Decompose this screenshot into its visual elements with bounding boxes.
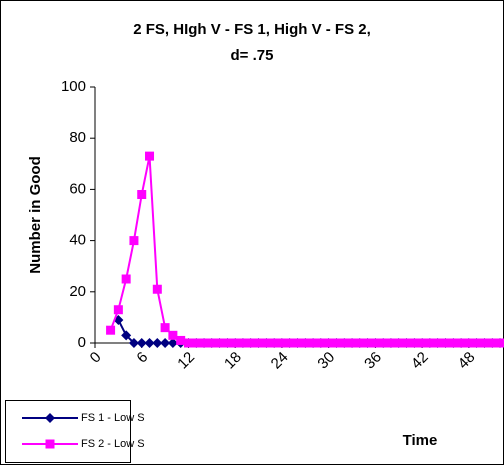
y-tick-label: 100	[61, 78, 86, 95]
data-point	[386, 338, 396, 348]
data-point	[456, 338, 466, 348]
y-tick-label: 80	[69, 129, 86, 146]
data-point	[495, 338, 504, 348]
x-axis-label: Time	[403, 432, 438, 449]
data-point	[261, 338, 271, 348]
data-point	[409, 338, 419, 348]
y-tick-label: 20	[69, 283, 86, 300]
data-point	[168, 330, 178, 340]
data-point	[254, 338, 264, 348]
data-point	[448, 338, 458, 348]
legend-marker	[45, 439, 55, 449]
data-point	[152, 338, 163, 348]
data-point	[160, 338, 171, 348]
data-point	[129, 236, 139, 246]
data-point	[121, 274, 131, 284]
data-point	[285, 338, 295, 348]
data-point	[425, 338, 435, 348]
data-point	[355, 338, 365, 348]
y-tick-label: 60	[69, 180, 86, 197]
data-point	[269, 338, 279, 348]
data-point	[191, 338, 201, 348]
data-point	[137, 190, 147, 200]
legend-label: FS 2 - Low S	[81, 438, 145, 450]
data-point	[378, 338, 388, 348]
data-point	[136, 338, 147, 348]
data-point	[339, 338, 349, 348]
data-point	[394, 338, 404, 348]
chart-title: d= .75	[231, 47, 274, 64]
data-point	[464, 338, 474, 348]
data-point	[370, 338, 380, 348]
data-point	[246, 338, 256, 348]
y-axis-label: Number in Good	[27, 156, 44, 274]
data-point	[160, 323, 170, 333]
data-point	[215, 338, 225, 348]
data-point	[230, 338, 240, 348]
data-point	[417, 338, 427, 348]
data-point	[144, 338, 155, 348]
data-point	[152, 284, 162, 294]
data-point	[324, 338, 334, 348]
data-point	[308, 338, 318, 348]
data-point	[176, 335, 186, 345]
data-point	[167, 338, 178, 348]
data-point	[207, 338, 217, 348]
data-point	[363, 338, 373, 348]
legend-label: FS 1 - Low S	[81, 412, 145, 424]
data-point	[293, 338, 302, 348]
data-point	[316, 338, 326, 348]
y-tick-label: 40	[69, 232, 86, 249]
data-point	[238, 338, 248, 348]
legend-marker	[45, 413, 55, 423]
data-point	[106, 325, 116, 335]
data-point	[145, 151, 155, 161]
data-point	[347, 338, 357, 348]
data-point	[402, 338, 412, 348]
data-point	[331, 338, 341, 348]
data-point	[199, 338, 209, 348]
y-tick-label: 0	[78, 334, 86, 351]
data-point	[121, 330, 132, 341]
data-point	[487, 338, 497, 348]
data-point	[479, 338, 489, 348]
data-point	[472, 338, 482, 348]
data-point	[440, 338, 450, 348]
data-point	[222, 338, 232, 348]
data-point	[433, 338, 443, 348]
data-point	[113, 305, 123, 315]
data-point	[277, 338, 287, 348]
legend-box	[5, 400, 131, 463]
data-point	[128, 338, 139, 348]
chart-title: 2 FS, HIgh V - FS 1, High V - FS 2,	[133, 21, 371, 38]
data-point	[183, 338, 193, 348]
data-point	[300, 338, 310, 348]
